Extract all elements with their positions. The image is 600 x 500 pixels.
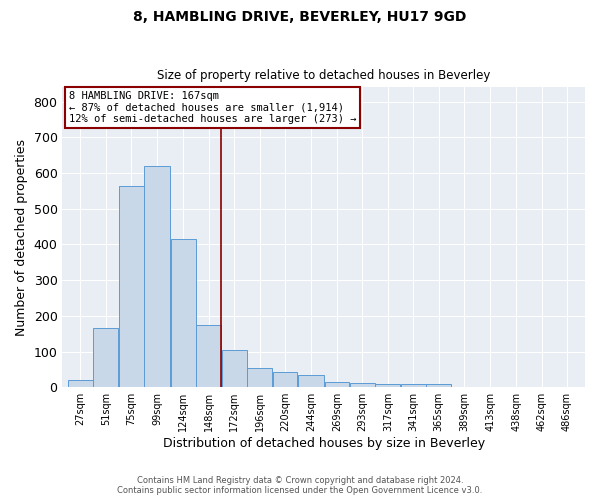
Bar xyxy=(68,380,93,387)
Bar xyxy=(350,383,375,387)
Bar xyxy=(171,239,196,387)
Bar xyxy=(247,368,272,387)
Title: Size of property relative to detached houses in Beverley: Size of property relative to detached ho… xyxy=(157,69,490,82)
X-axis label: Distribution of detached houses by size in Beverley: Distribution of detached houses by size … xyxy=(163,437,485,450)
Bar xyxy=(94,328,118,387)
Bar xyxy=(272,372,298,387)
Bar xyxy=(221,350,247,387)
Y-axis label: Number of detached properties: Number of detached properties xyxy=(15,139,28,336)
Bar xyxy=(376,384,400,387)
Text: Contains HM Land Registry data © Crown copyright and database right 2024.
Contai: Contains HM Land Registry data © Crown c… xyxy=(118,476,482,495)
Bar xyxy=(401,384,426,387)
Bar xyxy=(119,186,144,387)
Bar xyxy=(426,384,451,387)
Bar xyxy=(325,382,349,387)
Text: 8, HAMBLING DRIVE, BEVERLEY, HU17 9GD: 8, HAMBLING DRIVE, BEVERLEY, HU17 9GD xyxy=(133,10,467,24)
Bar xyxy=(196,324,221,387)
Bar xyxy=(145,166,170,387)
Bar xyxy=(298,376,324,387)
Text: 8 HAMBLING DRIVE: 167sqm
← 87% of detached houses are smaller (1,914)
12% of sem: 8 HAMBLING DRIVE: 167sqm ← 87% of detach… xyxy=(69,91,356,124)
